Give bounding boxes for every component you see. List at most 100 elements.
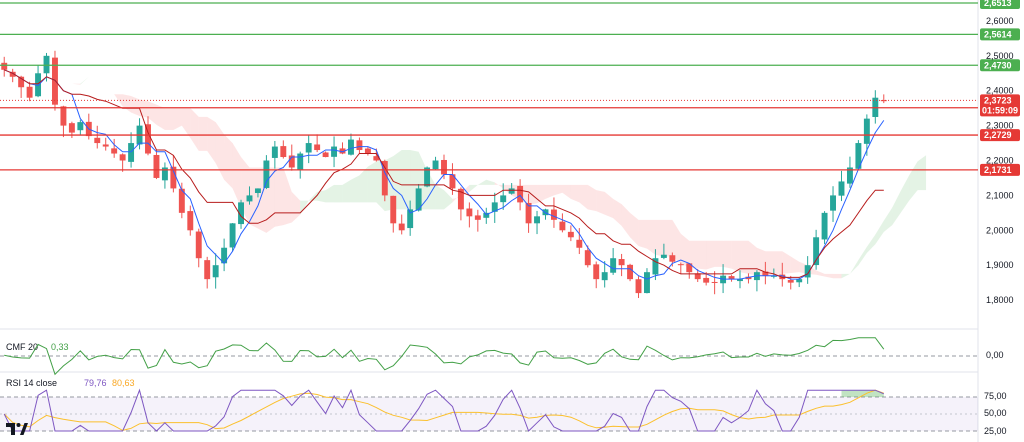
price-tick-label: 2,6000 [986, 16, 1014, 26]
cloud-segment [587, 184, 597, 212]
candle-body [762, 271, 769, 276]
candle-body [796, 279, 803, 283]
candle-body [474, 215, 481, 220]
cloud-segment [740, 240, 749, 274]
cloud-segment [638, 219, 647, 249]
cloud-segment [342, 179, 351, 203]
cloud-segment [350, 175, 360, 203]
level-tag [980, 59, 1020, 72]
candle-body [787, 280, 794, 283]
candle-body [660, 254, 667, 258]
price-axis: 2,6000 2,5000 2,4000 2,3000 2,2000 2,1000 2,00… [986, 16, 1014, 305]
cloud-segment [697, 240, 707, 270]
level-tag-label: 2,6513 [984, 0, 1012, 8]
cmf-line [4, 337, 885, 376]
cloud-segment [181, 108, 191, 138]
candle-body [238, 202, 244, 225]
cloud-segment [655, 219, 664, 257]
candle-body [407, 209, 414, 229]
cloud-segment [892, 191, 901, 226]
candle-body [635, 279, 642, 294]
candle-body [52, 57, 58, 105]
cloud-segment [613, 198, 622, 226]
cloud-segment [579, 184, 588, 210]
candle-body [204, 260, 211, 280]
candle-body [322, 152, 329, 158]
cloud-segment [849, 259, 859, 274]
candle-body [737, 279, 743, 282]
cloud-segment [917, 155, 927, 191]
ichimoku-cloud [46, 69, 927, 279]
cloud-segment [630, 212, 639, 246]
candle-body [846, 167, 853, 184]
cloud-segment [646, 219, 656, 255]
price-tick-label: 2,0000 [986, 225, 1014, 235]
candle-body [18, 76, 25, 88]
candle-body [711, 281, 718, 283]
cloud-segment [477, 179, 487, 185]
tenkan-line [4, 69, 885, 280]
candle-body [703, 277, 710, 283]
candle-body [119, 154, 126, 161]
candle-body [550, 209, 557, 220]
candle-body [43, 55, 50, 74]
cloud-segment [833, 273, 842, 279]
price-tick-label: 2,4000 [986, 86, 1014, 96]
cloud-segment [283, 167, 292, 226]
cloud-segment [537, 184, 546, 204]
cloud-segment [198, 116, 208, 151]
cloud-segment [173, 108, 182, 130]
rsi-tick-25: 25,00 [984, 426, 1007, 436]
candle-body [229, 223, 236, 248]
candle-body [398, 223, 405, 231]
candle-body [221, 247, 228, 264]
candle-body [491, 202, 498, 212]
cloud-segment [469, 184, 478, 192]
cmf-tick: 0,00 [986, 350, 1004, 360]
candle-body [855, 143, 862, 169]
candle-body [339, 148, 346, 154]
candle-body [263, 160, 270, 188]
cloud-segment [553, 184, 563, 196]
cloud-segment [393, 150, 402, 210]
cloud-segment [300, 200, 309, 215]
level-tag [980, 28, 1020, 41]
candle-body [1, 62, 8, 70]
cloud-segment [367, 161, 377, 203]
candle-body [170, 166, 177, 189]
cloud-segment [291, 191, 301, 223]
candle-body [128, 143, 135, 162]
level-tag-label: 2,4730 [984, 60, 1012, 70]
cloud-segment [334, 184, 343, 203]
candle-body [111, 148, 118, 154]
candle-body [441, 159, 447, 175]
current-price-tag [980, 94, 1020, 117]
rsi-tick-50: 50,00 [984, 408, 1007, 418]
candle-body [305, 143, 312, 153]
candle-body [593, 264, 600, 280]
candle-body [508, 188, 515, 194]
candle-body [745, 276, 752, 280]
current-price-label: 2,3723 [984, 95, 1012, 105]
cloud-segment [274, 167, 284, 227]
candle-body [821, 212, 828, 240]
candle-body [9, 71, 16, 77]
cloud-segment [207, 116, 216, 164]
candle-body [838, 181, 845, 196]
candle-body [356, 140, 363, 151]
candle-body [567, 231, 574, 238]
candle-body [449, 174, 456, 189]
candle-body [424, 167, 431, 187]
candle-body [576, 239, 583, 248]
level-tag-label: 2,5614 [984, 29, 1012, 39]
cloud-segment [723, 240, 732, 269]
candle-body [102, 144, 109, 147]
cloud-segment [71, 83, 81, 85]
candle-body [466, 208, 473, 217]
candle-body [584, 250, 591, 266]
price-tick-label: 2,3000 [986, 121, 1014, 131]
candle-body [35, 73, 42, 97]
cloud-segment [190, 108, 199, 151]
cloud-segment [841, 273, 850, 279]
